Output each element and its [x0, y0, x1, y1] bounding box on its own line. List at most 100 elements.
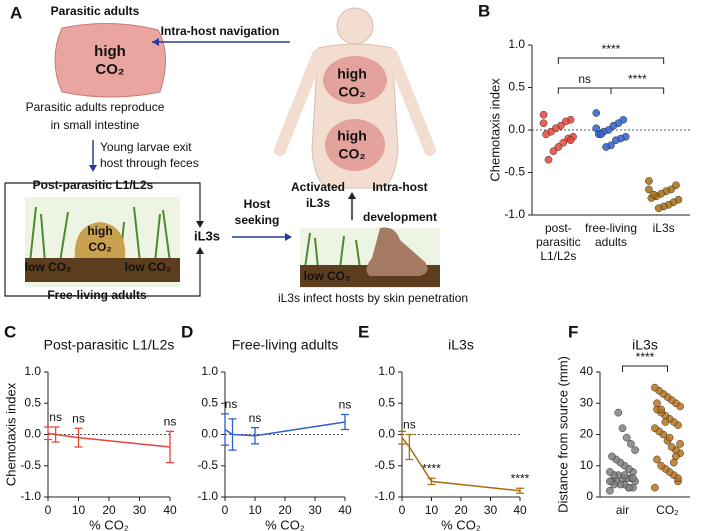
point-label: ns	[249, 411, 262, 425]
data-point	[651, 483, 659, 492]
data-point	[559, 138, 568, 147]
error-bar	[398, 430, 406, 445]
y-tick-label: 0.0	[201, 427, 218, 441]
data-point	[566, 136, 575, 145]
diagram-label: CO₂	[338, 146, 365, 162]
data-point	[674, 474, 682, 483]
intestine	[54, 23, 167, 98]
y-tick-label: 1.0	[508, 37, 525, 51]
annotation: ****	[602, 42, 621, 56]
data-point	[624, 483, 633, 492]
error-bar	[516, 487, 524, 494]
annotation: ****	[628, 72, 647, 86]
data-point	[606, 477, 614, 486]
arrow-head	[89, 165, 97, 172]
data-point	[651, 424, 659, 433]
x-axis-label: % CO₂	[265, 517, 305, 531]
y-tick-label: 40	[580, 364, 594, 378]
x-tick-label: 30	[308, 503, 322, 517]
chart-title: iL3s	[448, 337, 474, 353]
y-tick-label: 30	[580, 395, 594, 409]
diagram-label: low CO₂	[304, 269, 351, 283]
panel-a-art	[4, 7, 440, 297]
data-point	[631, 446, 639, 454]
x-tick-label: 10	[425, 503, 439, 517]
x-tick-label: 40	[338, 503, 352, 517]
data-point	[665, 433, 674, 442]
point-label: ns	[49, 410, 62, 424]
grass	[304, 232, 361, 269]
data-point	[539, 110, 548, 119]
annotation: ****	[636, 350, 655, 364]
y-tick-label: -0.5	[374, 458, 395, 472]
panel-letter: E	[358, 322, 369, 341]
arrow-head	[348, 192, 356, 199]
data-point	[629, 474, 637, 483]
diagram-label: host through feces	[100, 156, 199, 170]
error-bar	[44, 426, 52, 441]
chart-title: Post-parasitic L1/L2s	[44, 337, 175, 353]
x-tick-label: 40	[163, 503, 177, 517]
diagram-label: high	[87, 224, 112, 238]
y-tick-label: -0.5	[504, 165, 525, 179]
data-point	[542, 130, 550, 139]
diagram-label: in small intestine	[51, 118, 140, 132]
bracket	[557, 87, 612, 94]
y-tick-label: 1.0	[24, 364, 41, 378]
diagram-label: iL3s	[306, 196, 330, 210]
arrow-head	[196, 221, 204, 254]
x-tick-label: 20	[278, 503, 292, 517]
x-tick-label: 30	[133, 503, 147, 517]
bracket	[610, 87, 665, 94]
y-tick-label: 20	[580, 427, 594, 441]
x-tick-label: 10	[248, 503, 262, 517]
data-point	[602, 143, 610, 151]
data-point	[672, 452, 680, 461]
point-label: ns	[403, 418, 416, 432]
error-bar	[166, 430, 174, 464]
diagram-label: high	[337, 66, 367, 82]
y-tick-label: 0.0	[508, 122, 525, 136]
x-tick-label: air	[615, 503, 630, 517]
diagram-label: Host	[244, 197, 271, 211]
diagram-label: iL3s	[194, 228, 220, 243]
panel-letter: D	[181, 322, 193, 341]
y-tick-label: -1.0	[504, 207, 525, 221]
y-tick-label: -1.0	[374, 489, 395, 503]
error-bar	[405, 433, 414, 461]
panel-letter: B	[478, 1, 490, 20]
diagram-label: low CO₂	[125, 260, 172, 274]
bracket	[622, 365, 668, 372]
data-point	[618, 424, 627, 433]
x-tick-label: 0	[222, 503, 229, 517]
data-point	[653, 399, 661, 408]
error-bar	[341, 413, 349, 431]
data-point	[620, 471, 629, 479]
point-label: ns	[339, 398, 352, 412]
x-tick-label: 10	[72, 503, 86, 517]
diagram-label: Young larvae exit	[100, 140, 192, 154]
y-tick-label: 0.5	[201, 395, 218, 409]
data-point	[554, 143, 563, 151]
point-label: ns	[164, 415, 177, 429]
data-point	[606, 486, 614, 495]
grass	[29, 206, 171, 263]
x-tick-label: 20	[102, 503, 116, 517]
data-point	[661, 418, 670, 426]
diagram-label: Free-living adults	[47, 288, 147, 302]
point-label: ****	[422, 461, 441, 475]
diagram-label: Parasitic adults reproduce	[26, 100, 165, 114]
data-point	[657, 405, 666, 414]
arrow-head	[285, 233, 292, 241]
diagram-label: Intra-host navigation	[161, 24, 280, 38]
diagram-label: seeking	[235, 213, 280, 227]
arrow-head	[152, 38, 159, 46]
diagram-label: high	[94, 43, 126, 60]
data-point	[592, 109, 601, 117]
data-point	[651, 383, 659, 392]
data-point	[653, 455, 661, 464]
foot	[366, 227, 428, 276]
diagram-label: CO₂	[95, 61, 124, 78]
